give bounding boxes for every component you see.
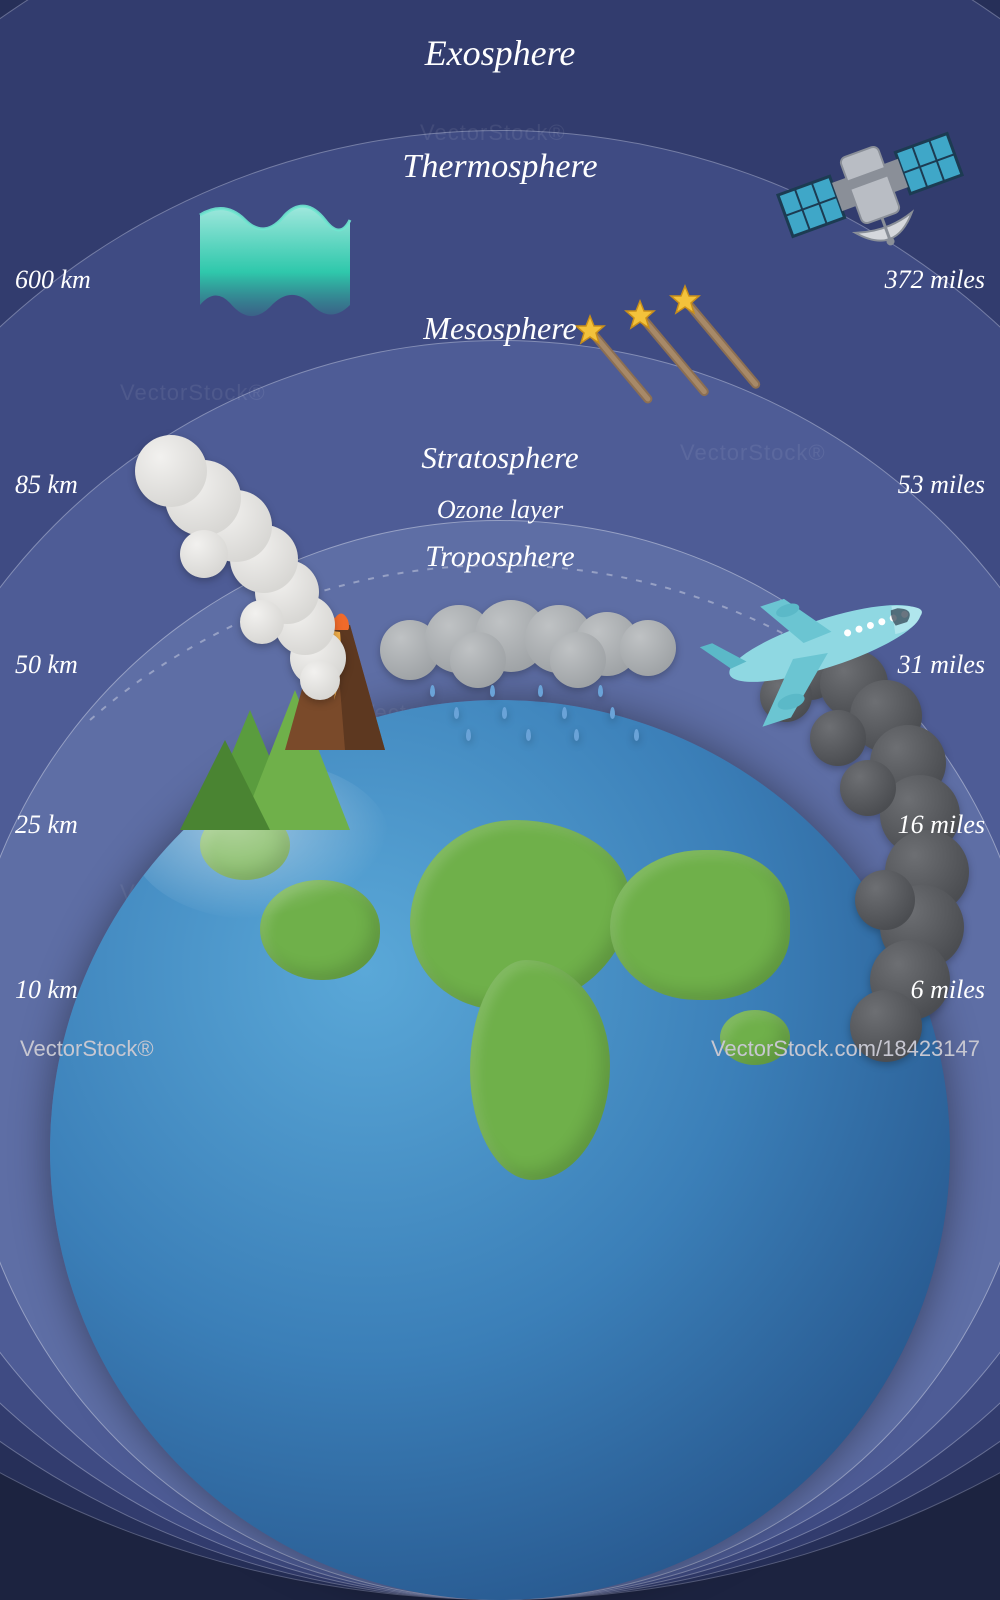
km-85: 85 km [15, 470, 78, 500]
satellite-icon [770, 85, 970, 285]
stratosphere-label: Stratosphere [421, 440, 578, 476]
mesosphere-label: Mesosphere [423, 310, 576, 347]
mi-31: 31 miles [898, 650, 985, 680]
km-10: 10 km [15, 975, 78, 1005]
atmosphere-infographic: VectorStock®VectorStock®VectorStock®Vect… [0, 0, 1000, 1080]
km-25: 25 km [15, 810, 78, 840]
km-50: 50 km [15, 650, 78, 680]
troposphere-label: Troposphere [425, 540, 574, 574]
mi-53: 53 miles [898, 470, 985, 500]
watermark-id: VectorStock.com/18423147 [711, 1036, 980, 1062]
mi-372: 372 miles [885, 265, 985, 295]
km-600: 600 km [15, 265, 91, 295]
mi-6: 6 miles [911, 975, 985, 1005]
exosphere-label: Exosphere [425, 32, 576, 74]
thermosphere-label: Thermosphere [402, 148, 597, 186]
ozone-label: Ozone layer [437, 495, 563, 525]
mi-16: 16 miles [898, 810, 985, 840]
watermark-brand: VectorStock® [20, 1036, 154, 1062]
